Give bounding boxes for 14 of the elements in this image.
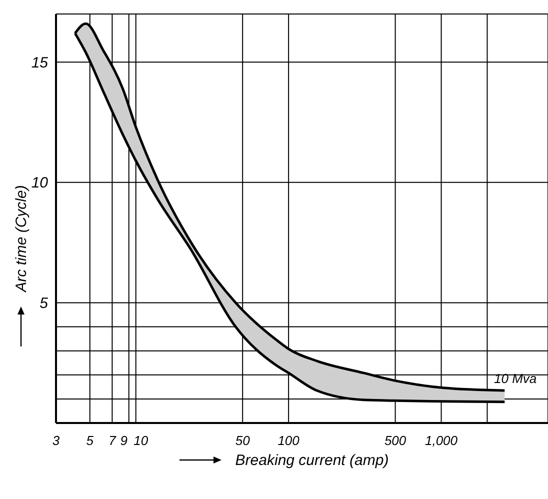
- x-tick-label: 50: [235, 433, 251, 448]
- x-tick-label: 5: [86, 433, 94, 448]
- x-tick-label: 100: [278, 433, 300, 448]
- y-tick-label: 5: [40, 295, 49, 312]
- x-tick-label: 3: [52, 433, 60, 448]
- x-axis-title: Breaking current (amp): [235, 452, 389, 469]
- x-tick-label: 7: [108, 433, 117, 448]
- y-axis-title: Arc time (Cycle): [13, 185, 30, 293]
- x-tick-label: 9: [120, 433, 128, 448]
- x-tick-label: 500: [384, 433, 407, 448]
- y-tick-label: 15: [31, 54, 49, 72]
- x-tick-label: 10: [134, 433, 149, 448]
- x-tick-label: 1,000: [424, 433, 458, 448]
- y-tick-label: 10: [31, 174, 49, 192]
